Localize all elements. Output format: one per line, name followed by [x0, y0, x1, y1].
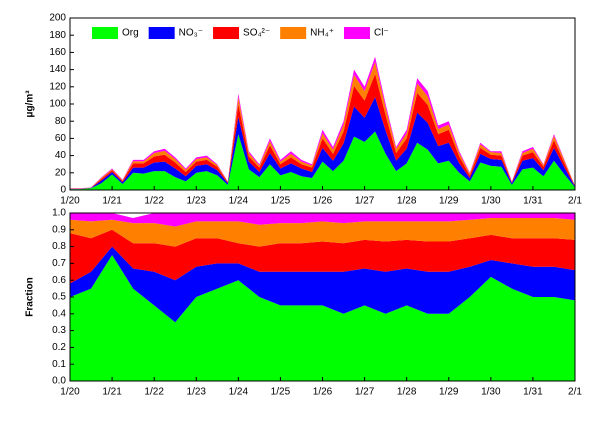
legend-swatch	[343, 27, 370, 39]
y-tick-label: 0.0	[52, 376, 66, 387]
x-tick-label: 1/28	[397, 387, 417, 398]
x-tick-label: 1/26	[313, 387, 333, 398]
y-tick-label: 200	[49, 13, 66, 24]
legend-swatch	[280, 27, 307, 39]
legend-label: NH₄⁺	[310, 28, 334, 39]
x-tick-label: 1/22	[144, 196, 164, 207]
x-tick-label: 1/29	[439, 196, 459, 207]
x-tick-label: 1/23	[187, 387, 207, 398]
y-tick-label: 100	[49, 99, 66, 110]
area-series	[70, 255, 575, 381]
y-tick-label: 0.1	[52, 359, 66, 370]
x-tick-label: 1/31	[523, 196, 543, 207]
area-series	[70, 246, 575, 323]
x-tick-label: 1/30	[481, 196, 501, 207]
y-tick-label: 0.6	[52, 275, 66, 286]
y-tick-label: 0.9	[52, 224, 66, 235]
y-tick-label: 80	[55, 116, 67, 127]
y-tick-label: 0.4	[52, 308, 66, 319]
legend-swatch	[148, 27, 175, 39]
x-tick-label: 1/23	[187, 196, 207, 207]
x-tick-label: 1/22	[144, 387, 164, 398]
y-axis-label: Fraction	[25, 277, 36, 316]
plot-area	[70, 56, 575, 190]
area-series	[70, 131, 575, 190]
x-tick-label: 1/21	[102, 196, 122, 207]
area-series	[70, 218, 575, 247]
y-tick-label: 180	[49, 30, 66, 41]
area-series	[70, 213, 575, 227]
legend-label: SO₄²⁻	[243, 28, 270, 39]
y-tick-label: 20	[55, 167, 67, 178]
y-tick-label: 0.2	[52, 342, 66, 353]
legend-swatch	[92, 27, 118, 39]
y-tick-label: 0	[60, 185, 66, 196]
x-tick-label: 2/1	[568, 196, 582, 207]
x-tick-label: 1/31	[523, 387, 543, 398]
legend-label: Cl⁻	[374, 28, 389, 39]
legend-label: NO₃⁻	[179, 28, 203, 39]
x-tick-label: 1/25	[271, 196, 291, 207]
plot-area	[70, 213, 575, 381]
y-tick-label: 140	[49, 64, 66, 75]
y-tick-label: 40	[55, 150, 67, 161]
y-tick-label: 0.8	[52, 241, 66, 252]
y-tick-label: 60	[55, 133, 67, 144]
y-tick-label: 0.7	[52, 258, 66, 269]
y-tick-label: 0.5	[52, 292, 66, 303]
x-tick-label: 1/20	[60, 196, 80, 207]
legend-swatch	[213, 27, 240, 39]
x-tick-label: 1/29	[439, 387, 459, 398]
y-tick-label: 1.0	[52, 208, 66, 219]
area-series	[70, 97, 575, 190]
x-tick-label: 1/30	[481, 387, 501, 398]
y-axis-label: μg/m³	[25, 90, 36, 118]
area-series	[70, 229, 575, 284]
y-tick-label: 160	[49, 47, 66, 58]
x-tick-label: 1/28	[397, 196, 417, 207]
y-tick-label: 120	[49, 81, 66, 92]
y-tick-label: 0.3	[52, 325, 66, 336]
x-tick-label: 1/25	[271, 387, 291, 398]
x-tick-label: 2/1	[568, 387, 582, 398]
x-tick-label: 1/24	[229, 387, 249, 398]
x-tick-label: 1/27	[355, 196, 375, 207]
x-tick-label: 1/27	[355, 387, 375, 398]
x-tick-label: 1/24	[229, 196, 249, 207]
x-tick-label: 1/20	[60, 387, 80, 398]
x-tick-label: 1/26	[313, 196, 333, 207]
legend-label: Org	[122, 28, 139, 39]
x-tick-label: 1/21	[102, 387, 122, 398]
